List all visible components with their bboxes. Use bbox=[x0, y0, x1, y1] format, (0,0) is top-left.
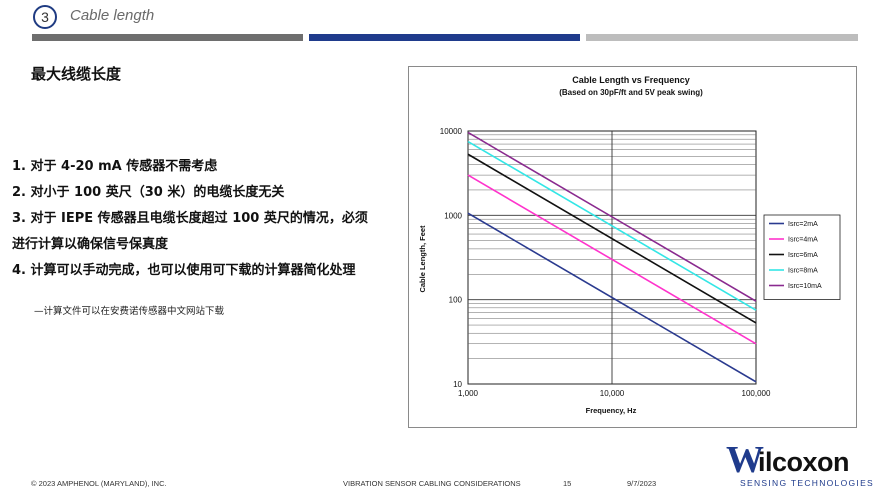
x-tick-label: 10,000 bbox=[600, 389, 625, 398]
chart-frame: Cable Length vs Frequency (Based on 30pF… bbox=[408, 66, 857, 428]
progress-bar-segment-2 bbox=[309, 34, 580, 41]
progress-bar-segment-1 bbox=[32, 34, 303, 41]
y-tick-label: 100 bbox=[449, 296, 463, 305]
cable-length-chart: Cable Length vs Frequency (Based on 30pF… bbox=[418, 75, 841, 415]
footer-copyright: © 2023 AMPHENOL (MARYLAND), INC. bbox=[31, 479, 167, 488]
slide-heading: 最大线缆长度 bbox=[31, 65, 122, 83]
series-line-2 bbox=[467, 174, 757, 345]
chart-title: Cable Length vs Frequency bbox=[572, 75, 690, 85]
legend-label: Isrc=10mA bbox=[788, 283, 822, 290]
chart-subtitle: (Based on 30pF/ft and 5V peak swing) bbox=[559, 88, 703, 97]
logo-name: ilcoxon bbox=[758, 447, 850, 477]
series-line-5 bbox=[467, 131, 757, 302]
bullet-point-1: 1. 对于 4-20 mA 传感器不需考虑 bbox=[12, 159, 218, 174]
logo-mark: W bbox=[726, 439, 764, 481]
series-line-4 bbox=[467, 140, 757, 311]
bullet-point-4: 4. 计算可以手动完成，也可以使用可下载的计算器简化处理 bbox=[12, 263, 356, 278]
chart-series-group bbox=[467, 131, 757, 383]
x-tick-label: 1,000 bbox=[458, 389, 479, 398]
footer-date: 9/7/2023 bbox=[627, 479, 657, 488]
legend-label: Isrc=8mA bbox=[788, 268, 818, 275]
section-title: Cable length bbox=[70, 7, 155, 24]
legend-label: Isrc=4mA bbox=[788, 237, 818, 244]
logo-tagline: SENSING TECHNOLOGIES bbox=[740, 478, 875, 488]
progress-bar-segment-3 bbox=[586, 34, 858, 41]
y-tick-label: 10 bbox=[453, 380, 462, 389]
x-axis-label: Frequency, Hz bbox=[586, 406, 637, 415]
x-tick-label: 100,000 bbox=[742, 389, 771, 398]
wilcoxon-logo: W ilcoxon SENSING TECHNOLOGIES bbox=[726, 439, 873, 490]
series-line-1 bbox=[467, 212, 757, 383]
chart-legend: Isrc=2mA Isrc=4mA Isrc=6mA Isrc=8mA Isrc=10m… bbox=[763, 214, 841, 300]
y-tick-label: 1000 bbox=[444, 211, 462, 220]
bullet-list: 1. 对于 4-20 mA 传感器不需考虑 2. 对小于 100 英尺（30 米… bbox=[12, 154, 404, 284]
section-number-badge: 3 bbox=[33, 5, 57, 29]
legend-label: Isrc=6mA bbox=[788, 252, 818, 259]
chart-grid bbox=[467, 130, 757, 385]
y-tick-label: 10000 bbox=[440, 127, 463, 136]
footer-document-title: VIBRATION SENSOR CABLING CONSIDERATIONS bbox=[343, 479, 521, 488]
bullet-point-2: 2. 对小于 100 英尺（30 米）的电缆长度无关 bbox=[12, 185, 285, 200]
bullet-point-3-continued: 进行计算以确保信号保真度 bbox=[12, 237, 169, 252]
y-axis-label: Cable Length, Feet bbox=[418, 225, 427, 293]
series-line-3 bbox=[467, 153, 757, 324]
footer-page-number: 15 bbox=[563, 479, 572, 488]
bullet-point-3: 3. 对于 IEPE 传感器且电缆长度超过 100 英尺的情况，必须 bbox=[12, 211, 368, 226]
download-note: —计算文件可以在安费诺传感器中文网站下载 bbox=[34, 306, 225, 317]
chart-ticks: 10 100 1000 10000 1,000 10,000 100,000 bbox=[440, 127, 771, 398]
legend-label: Isrc=2mA bbox=[788, 221, 818, 228]
